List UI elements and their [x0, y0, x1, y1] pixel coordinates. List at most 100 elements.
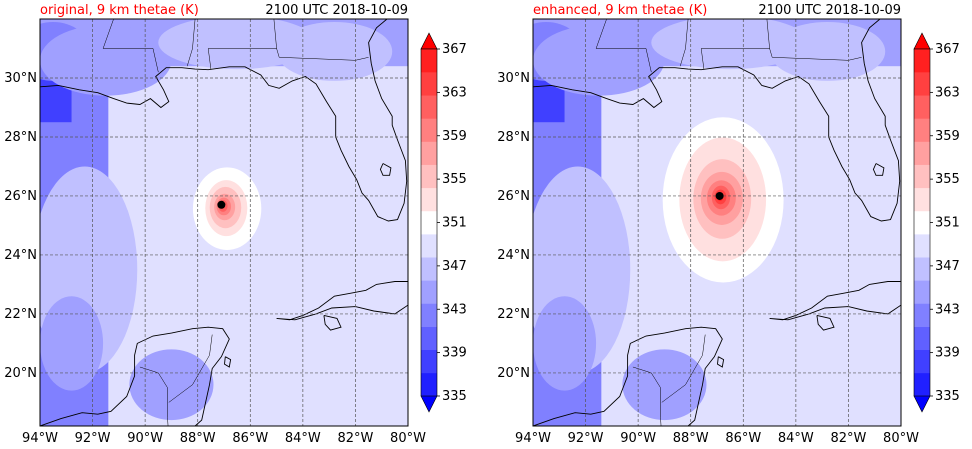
colorbar-extend-max	[913, 32, 931, 50]
coastline	[323, 314, 342, 331]
colorbar-tick-label: 363	[935, 85, 960, 100]
colorbar-swatch	[421, 95, 437, 119]
lat-tick-label: 28°N	[4, 130, 37, 145]
coastline	[872, 163, 885, 176]
colorbar-swatch	[914, 210, 930, 235]
colorbar-tick-label: 343	[442, 302, 467, 317]
lon-tick-label: 82°W	[830, 431, 866, 446]
coastline	[40, 19, 408, 222]
map-field	[40, 19, 408, 426]
lon-tick-label: 82°W	[337, 431, 373, 446]
lon-tick-labels: 94°W 92°W 90°W 88°W 86°W 84°W 82°W 80°W	[22, 431, 426, 446]
coastline	[533, 326, 723, 426]
colorbar-tick-label: 347	[442, 259, 467, 274]
coastlines	[40, 19, 408, 426]
colorbar-tick-label: 339	[935, 346, 960, 361]
colorbar-swatch	[914, 118, 930, 142]
lon-tick-label: 88°W	[180, 431, 216, 446]
colorbar-swatch	[914, 164, 930, 189]
lat-tick-label: 24°N	[4, 248, 37, 263]
state-border	[139, 366, 169, 426]
field-patch	[769, 21, 886, 81]
colorbar-swatch	[421, 326, 437, 351]
colorbar-tick-label: 351	[935, 216, 960, 231]
lon-tick-label: 90°W	[127, 431, 163, 446]
coastline	[40, 326, 230, 426]
lat-tick-label: 22°N	[4, 307, 37, 322]
colorbar-tick-label: 355	[935, 172, 960, 187]
lon-tick-labels: 94°W 92°W 90°W 88°W 86°W 84°W 82°W 80°W	[515, 431, 919, 446]
colorbar-extend-min	[913, 395, 931, 413]
state-border	[769, 48, 862, 61]
colorbar-swatch	[914, 141, 930, 165]
panel-title: original, 9 km thetae (K)	[40, 3, 199, 18]
colorbar-tick-label: 367	[442, 42, 467, 57]
lon-tick-label: 84°W	[285, 431, 321, 446]
colorbar-enhanced: 335 339 343 347 351 355 359 363 367	[913, 32, 960, 413]
colorbar-swatch	[914, 257, 930, 281]
lat-tick-label: 22°N	[497, 307, 530, 322]
state-border	[207, 19, 277, 70]
colorbar-tick-label: 343	[935, 302, 960, 317]
colorbar-swatch	[421, 349, 437, 374]
field-patch	[533, 296, 597, 391]
colorbar-extend-max	[420, 32, 438, 50]
lon-tick-label: 94°W	[515, 431, 551, 446]
state-border	[102, 19, 159, 73]
coastline	[533, 19, 901, 222]
colorbar-tick-label: 339	[442, 346, 467, 361]
field-patch	[40, 24, 172, 96]
colorbar-swatch	[421, 187, 437, 212]
field-patch	[129, 349, 214, 421]
field-patch	[533, 24, 665, 96]
lat-tick-label: 30°N	[497, 71, 530, 86]
colorbar-swatch	[914, 372, 930, 397]
lon-tick-label: 90°W	[620, 431, 656, 446]
coastline	[769, 281, 901, 321]
colorbar-swatch	[421, 257, 437, 281]
lat-tick-label: 28°N	[497, 130, 530, 145]
field-patch	[840, 86, 888, 217]
lat-tick-label: 20°N	[497, 366, 530, 381]
field-patch	[347, 86, 395, 217]
colorbar-original: 335 339 343 347 351 355 359 363 367	[420, 32, 467, 413]
lon-tick-label: 88°W	[673, 431, 709, 446]
map-panel-enhanced: enhanced, 9 km thetae (K) 2100 UTC 2018-…	[497, 3, 919, 446]
panel-timestamp: 2100 UTC 2018-10-09	[265, 3, 408, 18]
lat-tick-labels: 20°N 22°N 24°N 26°N 28°N 30°N	[497, 71, 530, 381]
colorbar-swatch	[421, 118, 437, 142]
gridlines	[40, 19, 408, 426]
state-border	[679, 19, 689, 67]
colorbar-swatch	[914, 280, 930, 304]
map-frame	[532, 18, 902, 427]
colorbar-swatch	[914, 95, 930, 119]
coastline	[717, 356, 725, 368]
field-patch	[622, 349, 707, 421]
colorbar-swatch	[914, 326, 930, 351]
colorbar-tick-label: 359	[442, 129, 467, 144]
gridlines	[533, 19, 901, 426]
lat-tick-label: 24°N	[497, 248, 530, 263]
colorbar-tick-label: 335	[935, 389, 960, 404]
colorbar-swatch	[421, 303, 437, 327]
state-border	[700, 19, 770, 70]
lon-tick-label: 86°W	[232, 431, 268, 446]
colorbar-swatch	[421, 164, 437, 189]
state-border	[632, 366, 662, 426]
lon-tick-label: 86°W	[725, 431, 761, 446]
field-patch	[40, 296, 104, 391]
lat-tick-label: 26°N	[4, 189, 37, 204]
colorbar-swatch	[914, 49, 930, 73]
colorbar-swatch	[421, 72, 437, 96]
colorbar-swatch	[421, 280, 437, 304]
lon-tick-label: 94°W	[22, 431, 58, 446]
colorbar-swatch	[914, 303, 930, 327]
panel-title: enhanced, 9 km thetae (K)	[533, 3, 707, 18]
map-field	[533, 19, 901, 426]
colorbar-swatch	[421, 234, 437, 258]
state-border	[595, 19, 652, 73]
map-frame	[39, 18, 409, 427]
colorbar-swatch	[421, 210, 437, 235]
coastlines	[533, 19, 901, 426]
field-patch	[276, 21, 393, 81]
